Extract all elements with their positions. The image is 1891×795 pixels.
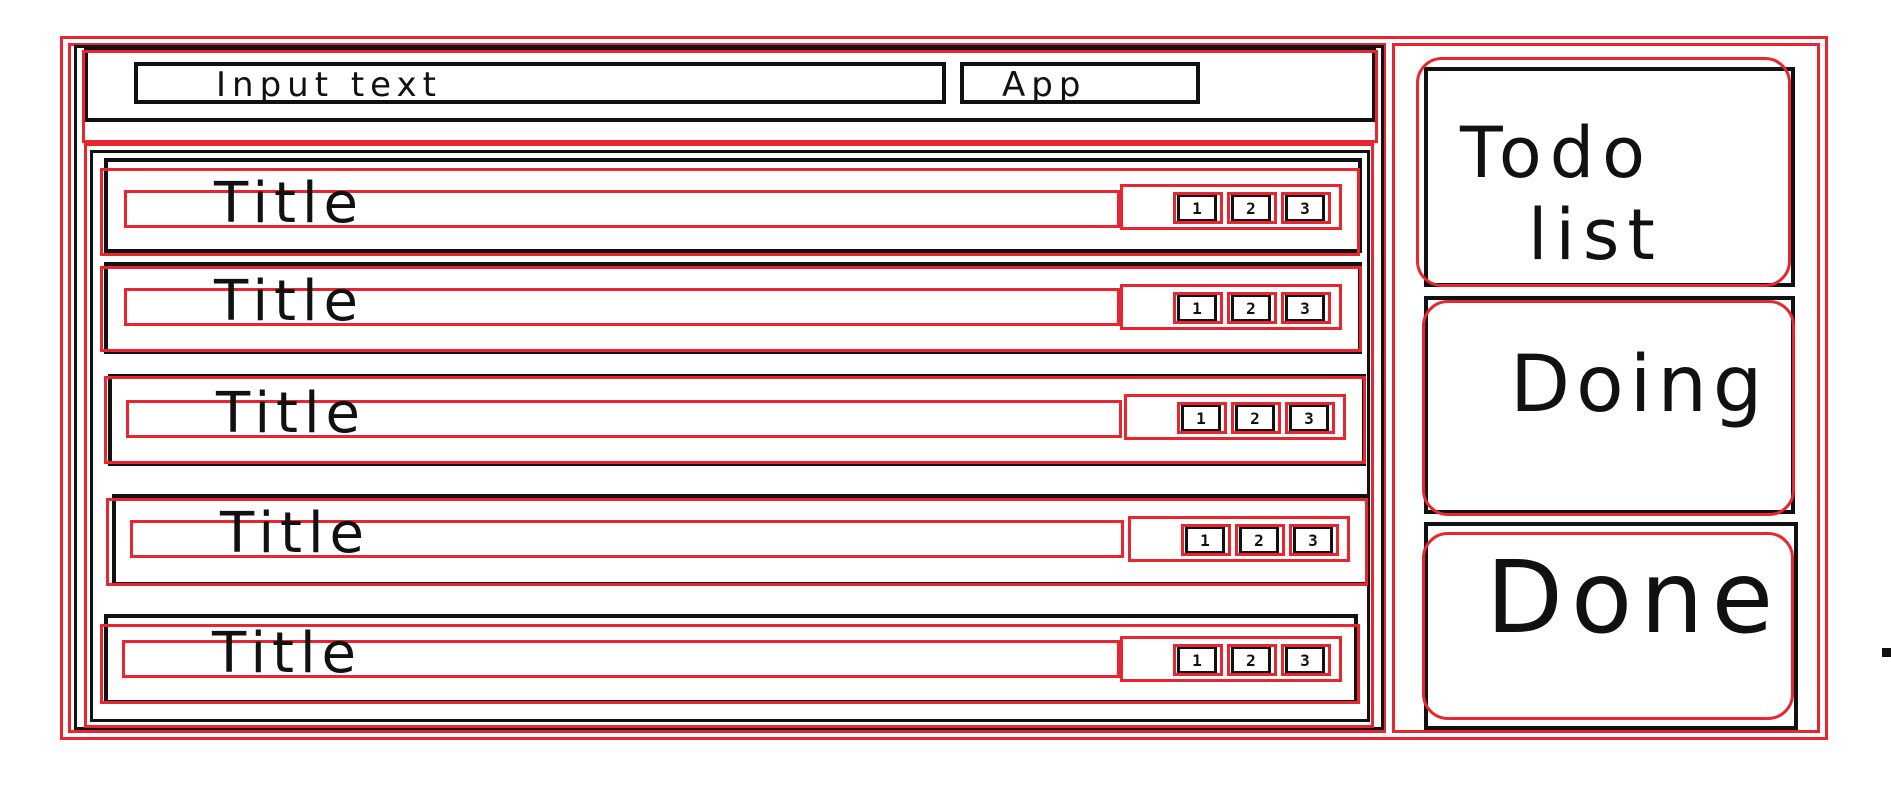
task-action-button-frame <box>1231 402 1281 434</box>
task-action-button-frame <box>1173 644 1223 676</box>
done-button[interactable] <box>1424 522 1798 730</box>
task-list <box>90 150 1370 722</box>
task-title[interactable]: Title <box>212 621 363 686</box>
task-action-button-frame <box>1289 524 1339 556</box>
task-action-button-3[interactable]: 3 <box>1293 526 1333 554</box>
task-list-frame <box>84 143 1374 728</box>
task-row-frame <box>100 266 1362 352</box>
task-action-button-frame <box>1285 402 1335 434</box>
input-bar <box>84 47 1376 122</box>
edge-marker <box>1882 648 1891 657</box>
task-row <box>104 158 1362 253</box>
task-action-button-2[interactable]: 2 <box>1231 646 1271 674</box>
task-action-button-1[interactable]: 1 <box>1177 646 1217 674</box>
task-action-button-frame <box>1281 192 1331 224</box>
task-action-button-3[interactable]: 3 <box>1289 404 1329 432</box>
add-button[interactable]: App <box>960 62 1200 104</box>
task-actions-frame <box>1120 636 1342 682</box>
task-action-button-2[interactable]: 2 <box>1231 294 1271 322</box>
task-actions-frame <box>1120 184 1342 230</box>
task-action-button-1[interactable]: 1 <box>1177 294 1217 322</box>
task-title[interactable]: Title <box>220 501 371 566</box>
task-actions-frame <box>1128 516 1350 562</box>
text-input-value: Input text <box>216 65 442 105</box>
task-action-button-3[interactable]: 3 <box>1285 646 1325 674</box>
task-action-button-3[interactable]: 3 <box>1285 194 1325 222</box>
task-title-frame <box>122 640 1120 678</box>
main-panel-frame <box>68 43 1386 733</box>
task-action-button-frame <box>1227 292 1277 324</box>
task-action-button-frame <box>1227 644 1277 676</box>
task-action-button-frame <box>1173 292 1223 324</box>
task-row-frame <box>100 168 1360 256</box>
done-label: Done <box>1486 539 1782 656</box>
task-title-frame <box>124 190 1120 228</box>
todo-list-label-line2: list <box>1528 194 1663 276</box>
todo-list-label-line1: Todo <box>1460 112 1653 194</box>
status-panel-frame-outer <box>1392 43 1820 733</box>
task-title-frame <box>124 288 1120 326</box>
task-action-button-1[interactable]: 1 <box>1177 194 1217 222</box>
task-action-button-frame <box>1181 524 1231 556</box>
task-action-button-2[interactable]: 2 <box>1231 194 1271 222</box>
task-action-button-frame <box>1177 402 1227 434</box>
task-action-button-frame <box>1235 524 1285 556</box>
input-bar-frame <box>82 50 1378 143</box>
task-actions-frame <box>1124 394 1346 440</box>
task-row-frame <box>106 498 1368 586</box>
add-button-label: App <box>1002 65 1087 105</box>
task-action-button-1[interactable]: 1 <box>1185 526 1225 554</box>
task-row <box>112 494 1370 586</box>
task-row-frame <box>100 624 1360 704</box>
task-action-button-frame <box>1281 644 1331 676</box>
app-frame <box>60 36 1828 740</box>
todo-list-button[interactable] <box>1424 67 1795 287</box>
task-action-button-1[interactable]: 1 <box>1181 404 1221 432</box>
task-title[interactable]: Title <box>214 269 365 334</box>
task-action-button-frame <box>1281 292 1331 324</box>
task-action-button-frame <box>1227 192 1277 224</box>
task-actions-frame <box>1120 284 1342 330</box>
task-title-frame <box>130 520 1124 558</box>
task-action-button-2[interactable]: 2 <box>1235 404 1275 432</box>
main-panel <box>74 45 1384 730</box>
task-row <box>104 262 1362 354</box>
task-title[interactable]: Title <box>216 381 367 446</box>
task-title[interactable]: Title <box>214 171 365 236</box>
task-action-button-2[interactable]: 2 <box>1239 526 1279 554</box>
done-frame <box>1422 532 1794 720</box>
doing-label: Doing <box>1510 340 1769 430</box>
task-row-frame <box>104 376 1366 464</box>
task-action-button-frame <box>1173 192 1223 224</box>
task-action-button-3[interactable]: 3 <box>1285 294 1325 322</box>
task-title-frame <box>126 400 1122 438</box>
doing-frame <box>1422 300 1795 516</box>
todo-list-frame <box>1416 57 1791 287</box>
text-input[interactable]: Input text <box>134 62 946 104</box>
